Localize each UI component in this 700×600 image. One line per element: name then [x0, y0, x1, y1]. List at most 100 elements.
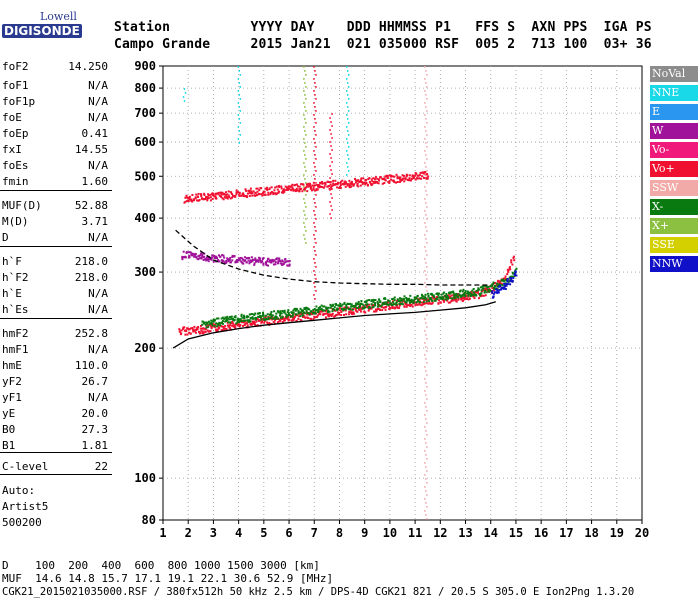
echo-point [405, 305, 408, 308]
echo-point [425, 118, 427, 120]
echo-point [323, 305, 326, 308]
echo-point [305, 110, 307, 112]
echo-point [238, 130, 241, 132]
echo-point [425, 274, 427, 276]
param-value: 0.41 [81, 127, 109, 140]
echo-point [201, 254, 204, 257]
echo-point [323, 309, 326, 312]
param-separator [0, 452, 112, 453]
echo-point [335, 313, 338, 316]
echo-point [375, 181, 378, 184]
echo-point [468, 291, 471, 294]
echo-point [261, 317, 264, 320]
echo-point [510, 261, 513, 264]
echo-point [421, 303, 424, 306]
echo-point [200, 257, 203, 260]
echo-point [270, 313, 273, 316]
echo-point [426, 350, 428, 352]
echo-point [292, 188, 295, 191]
echo-point [232, 195, 235, 198]
echo-point [412, 301, 415, 304]
echo-point [357, 185, 360, 188]
echo-point [422, 171, 425, 174]
echo-point [385, 303, 388, 306]
echo-point [303, 210, 305, 212]
echo-point [201, 256, 204, 259]
echo-point [466, 292, 469, 295]
echo-point [194, 196, 197, 199]
echo-point [212, 260, 215, 263]
echo-point [193, 255, 196, 258]
echo-point [370, 300, 373, 303]
echo-point [440, 293, 443, 296]
echo-point [383, 301, 386, 304]
echo-point [485, 288, 488, 291]
echo-point [473, 292, 476, 295]
echo-point [220, 195, 223, 198]
echo-point [365, 178, 368, 181]
echo-point [265, 187, 268, 190]
echo-point [193, 254, 196, 257]
echo-point [360, 302, 363, 305]
echo-point [439, 296, 442, 299]
echo-point [256, 193, 259, 196]
echo-point [426, 218, 428, 220]
param-row: yF2 26.7 [2, 375, 108, 389]
echo-point [329, 141, 331, 143]
echo-point [414, 296, 417, 299]
echo-point [235, 322, 238, 325]
param-row: hmF1 N/A [2, 343, 108, 357]
echo-point [421, 175, 424, 178]
echo-point [220, 192, 223, 195]
y-tick-label: 80 [142, 513, 156, 527]
x-tick-label: 14 [484, 526, 498, 540]
echo-point [314, 309, 317, 312]
echo-point [387, 299, 390, 302]
x-tick-label: 8 [336, 526, 343, 540]
echo-point [481, 289, 484, 292]
echo-point [494, 282, 497, 285]
echo-point [313, 222, 315, 224]
echo-point [426, 134, 428, 136]
echo-point [189, 332, 192, 335]
echo-point [254, 259, 257, 262]
echo-point [330, 305, 333, 308]
echo-point [250, 256, 253, 259]
echo-point [426, 266, 428, 268]
echo-point [426, 172, 429, 175]
echo-point [346, 184, 349, 187]
echo-point [346, 90, 348, 92]
echo-point [497, 279, 500, 282]
echo-point [408, 303, 411, 306]
echo-point [412, 174, 415, 177]
legend-item: Vo- [650, 142, 698, 158]
echo-point [254, 257, 257, 260]
echo-point [348, 179, 351, 182]
echo-point [254, 323, 257, 326]
echo-point [356, 182, 359, 185]
echo-point [197, 195, 200, 198]
echo-point [195, 256, 198, 259]
x-tick-label: 5 [260, 526, 267, 540]
echo-point [182, 250, 185, 253]
echo-point [253, 194, 256, 197]
echo-point [246, 322, 249, 325]
echo-point [424, 78, 426, 80]
echo-point [424, 186, 426, 188]
echo-point [424, 462, 426, 464]
echo-point [442, 298, 445, 301]
echo-point [281, 321, 284, 324]
echo-point [262, 313, 265, 316]
echo-point [414, 174, 417, 177]
echo-point [449, 301, 452, 304]
echo-point [238, 70, 241, 72]
echo-point [203, 194, 206, 197]
echo-point [426, 182, 428, 184]
echo-point [377, 178, 380, 181]
param-name: fxI [2, 143, 22, 156]
echo-point [410, 303, 413, 306]
echo-point [284, 261, 287, 264]
echo-point [390, 178, 393, 181]
echo-point [253, 262, 256, 265]
echo-point [444, 298, 447, 301]
